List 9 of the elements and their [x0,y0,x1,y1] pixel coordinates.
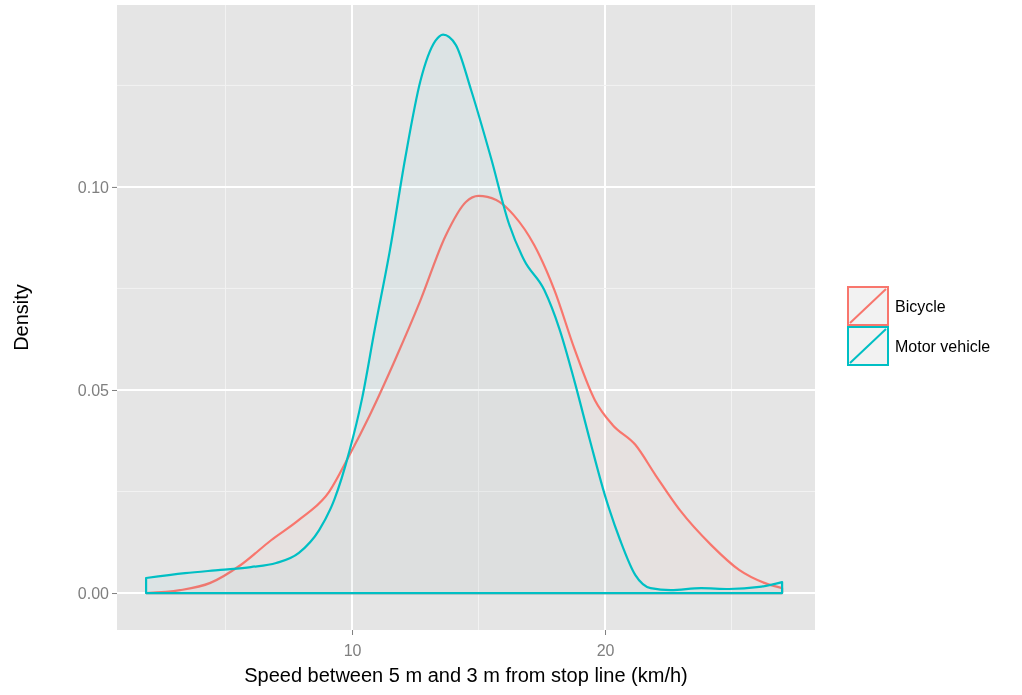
y-tick-label: 0.05 [77,381,110,399]
x-tick-label: 20 [596,641,615,659]
x-axis-title: Speed between 5 m and 3 m from stop line (km/h) [244,664,688,686]
legend-label: Motor vehicle [895,338,991,355]
x-tick-label: 10 [343,641,362,659]
y-tick-label: 0.10 [77,178,110,196]
y-axis-title: Density [10,284,32,351]
legend-label: Bicycle [895,298,946,315]
y-tick-label: 0.00 [77,584,110,602]
